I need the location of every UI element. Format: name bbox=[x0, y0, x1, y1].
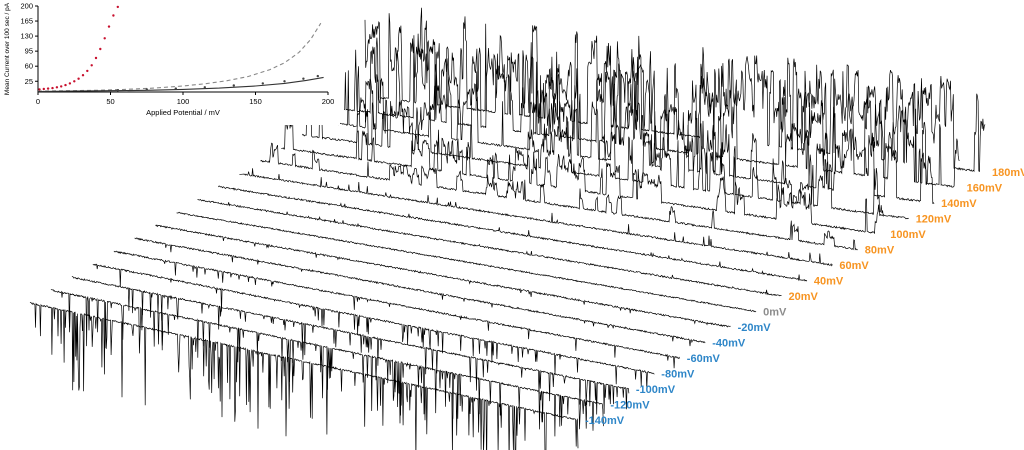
trace-label--100mV: -100mV bbox=[636, 384, 676, 396]
trace-label-100mV: 100mV bbox=[890, 229, 926, 241]
inset-series-dot-high-conductance-red-dotted bbox=[38, 88, 41, 91]
trace-label--120mV: -120mV bbox=[610, 400, 650, 412]
inset-y-tick-label: 165 bbox=[20, 17, 33, 26]
inset-series-dot-high-conductance-red-dotted bbox=[64, 83, 67, 87]
inset-x-axis-title: Applied Potential / mV bbox=[146, 108, 220, 117]
trace-label-40mV: 40mV bbox=[814, 276, 844, 288]
trace-label-120mV: 120mV bbox=[916, 214, 952, 226]
inset-series-dot-high-conductance-red-dotted bbox=[81, 74, 85, 77]
trace-label--60mV: -60mV bbox=[687, 353, 721, 365]
current-trace--20mV bbox=[155, 224, 731, 328]
inset-series-dot-high-conductance-red-dotted bbox=[77, 77, 80, 80]
inset-series-line-mid-conductance-gray-dashed bbox=[37, 22, 322, 92]
inset-y-tick-label: 25 bbox=[25, 77, 33, 86]
trace-label--40mV: -40mV bbox=[712, 338, 746, 350]
inset-series-dot-high-conductance-red-dotted bbox=[60, 85, 63, 88]
inset-x-tick-label: 100 bbox=[177, 97, 190, 106]
current-trace-80mV bbox=[260, 142, 858, 251]
inset-series-dot-dark-scatter-dots bbox=[232, 84, 235, 87]
inset-y-axis-title: Mean Current over 100 sec / pA bbox=[4, 2, 11, 95]
inset-series-dot-dark-scatter-dots bbox=[203, 86, 206, 89]
inset-series-dot-dark-scatter-dots bbox=[116, 89, 120, 92]
inset-series-dot-high-conductance-red-dotted bbox=[73, 80, 76, 83]
current-trace-40mV bbox=[218, 185, 808, 282]
trace-label-60mV: 60mV bbox=[839, 260, 869, 272]
inset-y-tick-label: 60 bbox=[25, 62, 33, 71]
inset-series-dot-high-conductance-red-dotted bbox=[94, 56, 98, 60]
inset-series-dot-high-conductance-red-dotted bbox=[107, 25, 111, 28]
current-trace-120mV bbox=[301, 91, 909, 220]
inset-series-dot-high-conductance-red-dotted bbox=[112, 14, 115, 17]
inset-series-dot-dark-scatter-dots bbox=[302, 77, 305, 80]
current-trace-100mV bbox=[281, 115, 884, 234]
inset-x-tick-label: 200 bbox=[322, 97, 335, 106]
inset-y-tick-label: 200 bbox=[20, 2, 33, 11]
trace-label-140mV: 140mV bbox=[941, 198, 977, 210]
current-trace-20mV bbox=[197, 199, 782, 297]
trace-label-180mV: 180mV bbox=[992, 167, 1024, 179]
trace-label--140mV: -140mV bbox=[585, 415, 625, 427]
inset-series-dot-high-conductance-red-dotted bbox=[90, 64, 93, 67]
trace-label--20mV: -20mV bbox=[738, 322, 772, 334]
current-trace-160mV bbox=[343, 35, 960, 188]
inset-series-dot-dark-scatter-dots bbox=[261, 82, 264, 85]
trace-label-80mV: 80mV bbox=[865, 245, 895, 257]
current-trace--60mV bbox=[113, 250, 681, 369]
inset-x-tick-label: 0 bbox=[36, 97, 40, 106]
current-trace--40mV bbox=[134, 237, 706, 347]
inset-series-dot-dark-scatter-dots bbox=[283, 80, 286, 83]
inset-y-tick-label: 95 bbox=[25, 47, 33, 56]
inset-series-dot-high-conductance-red-dotted bbox=[68, 82, 72, 85]
trace-label--80mV: -80mV bbox=[661, 369, 695, 381]
current-trace-0mV bbox=[176, 211, 757, 313]
trace-label-20mV: 20mV bbox=[789, 291, 819, 303]
current-trace-60mV bbox=[239, 168, 833, 267]
inset-series-dot-high-conductance-red-dotted bbox=[103, 37, 106, 40]
current-trace-180mV bbox=[364, 7, 986, 173]
inset-series-line-low-conductance-dark-solid bbox=[37, 76, 324, 93]
current-trace--140mV bbox=[29, 301, 579, 450]
trace-label-160mV: 160mV bbox=[967, 183, 1003, 195]
inset-series-dot-dark-scatter-dots bbox=[145, 88, 148, 91]
current-trace-140mV bbox=[322, 66, 935, 205]
current-trace--80mV bbox=[92, 263, 655, 390]
current-trace--100mV bbox=[71, 276, 630, 415]
inset-series-dot-high-conductance-red-dotted bbox=[99, 47, 102, 51]
inset-series-dot-high-conductance-red-dotted bbox=[116, 5, 120, 9]
inset-x-tick-label: 50 bbox=[106, 97, 114, 106]
inset-series-dot-dark-scatter-dots bbox=[316, 74, 319, 78]
inset-series-dot-high-conductance-red-dotted bbox=[46, 87, 50, 90]
inset-series-dot-high-conductance-red-dotted bbox=[42, 87, 45, 91]
inset-series-dot-high-conductance-red-dotted bbox=[51, 86, 54, 90]
inset-x-tick-label: 150 bbox=[249, 97, 262, 106]
inset-y-tick-label: 130 bbox=[20, 32, 33, 41]
inset-iv-chart: 0 50 100 150 200 25 60 95 130 165 200 Applied Poten… bbox=[0, 0, 340, 125]
inset-series-dot-high-conductance-red-dotted bbox=[86, 69, 89, 73]
inset-series-dot-dark-scatter-dots bbox=[174, 87, 177, 90]
trace-label-0mV: 0mV bbox=[763, 307, 787, 319]
inset-series-dot-high-conductance-red-dotted bbox=[55, 86, 59, 89]
